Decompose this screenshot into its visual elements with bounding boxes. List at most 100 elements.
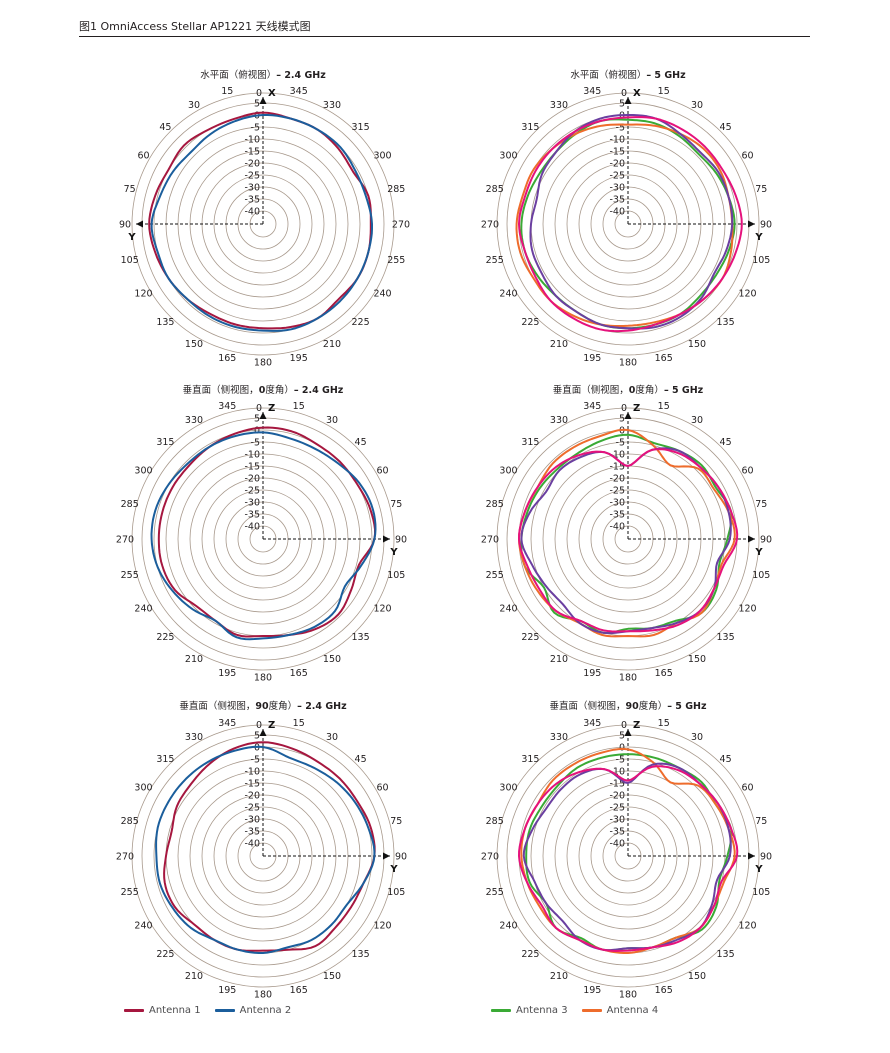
- angle-label: 120: [738, 921, 756, 932]
- radial-tick-label: -15: [244, 462, 260, 473]
- outer-ring: [496, 407, 760, 671]
- angle-label: 15: [293, 718, 305, 729]
- angle-label: 180: [619, 673, 637, 684]
- angle-label: 285: [486, 499, 504, 510]
- panel-title-angle: 90: [625, 701, 639, 712]
- radial-tick-label: -35: [244, 510, 260, 521]
- legend-item-antenna-1: Antenna 1: [124, 1005, 201, 1016]
- radial-tick-label: -15: [244, 147, 260, 158]
- angle-label: 330: [550, 732, 568, 743]
- radial-tick-label: 5: [254, 414, 260, 425]
- angle-label: 150: [688, 339, 706, 350]
- angle-label: 195: [290, 353, 308, 364]
- panel-title-text: 垂直面（侧视图，: [182, 385, 259, 396]
- angle-label: 75: [390, 499, 402, 510]
- angle-label: 165: [655, 985, 673, 996]
- angle-label: 225: [156, 949, 174, 960]
- grid-ring: [578, 174, 678, 274]
- radial-tick-label: 5: [254, 731, 260, 742]
- angle-label: 180: [254, 673, 272, 684]
- antenna-pattern-line: [163, 741, 376, 952]
- axis-side-arrow: [383, 535, 390, 543]
- figure-title: 图1 OmniAccess Stellar AP1221 天线模式图: [79, 20, 311, 33]
- angle-label: 135: [156, 317, 174, 328]
- radial-tick-label: -20: [244, 159, 260, 170]
- radial-tick-label: -25: [609, 486, 625, 497]
- radial-tick-label: -10: [244, 135, 260, 146]
- angle-label: 150: [688, 654, 706, 665]
- angle-label: 315: [156, 754, 174, 765]
- radial-tick-label: 0: [254, 743, 260, 754]
- antenna-pattern-line: [520, 433, 733, 634]
- antenna-pattern-line: [518, 116, 743, 333]
- angle-label: 225: [156, 632, 174, 643]
- radial-tick-label: -5: [251, 755, 260, 766]
- legend-left: Antenna 1 Antenna 2: [124, 1005, 305, 1016]
- angle-label: 210: [550, 339, 568, 350]
- legend-swatch: [581, 1009, 602, 1012]
- legend-item-antenna-2: Antenna 2: [214, 1005, 291, 1016]
- axis-up-arrow: [624, 729, 632, 736]
- antenna-pattern-line: [150, 431, 377, 641]
- axis-up-arrow: [259, 97, 267, 104]
- angle-label: 225: [352, 317, 370, 328]
- angle-label: 345: [583, 401, 601, 412]
- antenna-pattern-line: [157, 426, 376, 638]
- angle-label: 315: [521, 754, 539, 765]
- radial-tick-label: -30: [244, 183, 260, 194]
- angle-label: 0: [256, 403, 262, 414]
- radial-tick-label: -40: [609, 522, 625, 533]
- angle-label: 345: [290, 86, 308, 97]
- panel-title-text: 水平面（俯视图）: [570, 70, 647, 81]
- angle-label: 210: [550, 971, 568, 982]
- outer-ring: [131, 407, 395, 671]
- angle-label: 30: [691, 100, 703, 111]
- grid-ring: [153, 429, 373, 649]
- axis-side-label: Y: [389, 864, 398, 875]
- angle-label: 240: [499, 921, 517, 932]
- angle-label: 345: [218, 401, 236, 412]
- angle-label: 105: [752, 570, 770, 581]
- antenna-pattern-line: [515, 123, 734, 327]
- angle-label: 300: [134, 783, 152, 794]
- angle-label: 0: [621, 88, 627, 99]
- radial-tick-label: -10: [609, 450, 625, 461]
- axis-up-label: X: [633, 88, 641, 99]
- panel-title-angle: 0: [258, 385, 266, 396]
- angle-label: 255: [486, 255, 504, 266]
- angle-label: 270: [392, 220, 410, 231]
- legend-swatch: [491, 1009, 511, 1012]
- grid-ring: [213, 174, 313, 274]
- angle-label: 330: [323, 100, 341, 111]
- axis-side-arrow: [748, 220, 755, 228]
- angle-label: 345: [583, 718, 601, 729]
- angle-label: 0: [621, 720, 627, 731]
- antenna-pattern-line: [529, 114, 734, 330]
- legend-label: Antenna 4: [606, 1005, 659, 1016]
- angle-label: 150: [688, 971, 706, 982]
- angle-label: 30: [691, 415, 703, 426]
- angle-label: 90: [760, 220, 772, 231]
- panel-title-angle: 0: [628, 385, 636, 396]
- angle-label: 90: [119, 220, 131, 231]
- angle-label: 345: [218, 718, 236, 729]
- angle-label: 240: [134, 921, 152, 932]
- radial-tick-label: -15: [609, 462, 625, 473]
- axis-up-arrow: [259, 729, 267, 736]
- angle-label: 90: [760, 852, 772, 863]
- angle-label: 105: [752, 255, 770, 266]
- angle-label: 255: [387, 255, 405, 266]
- radial-tick-label: -20: [609, 474, 625, 485]
- angle-label: 225: [521, 632, 539, 643]
- angle-label: 30: [188, 100, 200, 111]
- radial-tick-label: -35: [244, 827, 260, 838]
- angle-label: 45: [159, 122, 171, 133]
- panel-title-band: – 5 GHz: [667, 701, 707, 712]
- axis-up-label: Z: [633, 720, 640, 731]
- angle-label: 315: [521, 437, 539, 448]
- angle-label: 45: [720, 122, 732, 133]
- angle-label: 330: [550, 415, 568, 426]
- angle-label: 45: [720, 437, 732, 448]
- angle-label: 15: [221, 86, 233, 97]
- radial-tick-label: -40: [609, 839, 625, 850]
